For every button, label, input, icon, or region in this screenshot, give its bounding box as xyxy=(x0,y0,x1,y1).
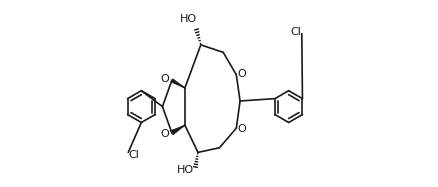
Text: O: O xyxy=(237,124,246,134)
Text: HO: HO xyxy=(177,165,194,175)
Text: O: O xyxy=(237,69,246,79)
Text: O: O xyxy=(160,74,169,84)
Text: HO: HO xyxy=(179,14,196,24)
Polygon shape xyxy=(170,125,184,135)
Polygon shape xyxy=(170,79,184,88)
Text: Cl: Cl xyxy=(290,27,301,37)
Text: O: O xyxy=(160,129,169,139)
Text: Cl: Cl xyxy=(128,150,139,160)
